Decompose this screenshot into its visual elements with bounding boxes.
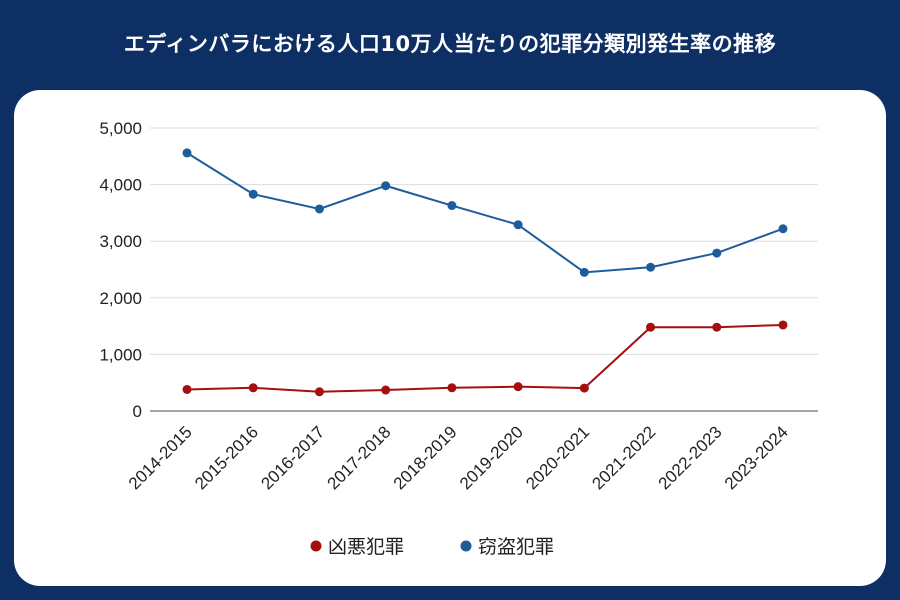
line-chart: 0 1,000 2,000 3,000 4,000 5,000 2014-20152015-…	[99, 119, 818, 558]
y-tick-label: 5,000	[99, 119, 142, 138]
data-point	[579, 383, 589, 393]
data-point	[182, 148, 192, 158]
x-tick-label: 2017-2018	[324, 422, 395, 493]
y-tick-label: 2,000	[99, 289, 142, 308]
data-point	[447, 383, 457, 393]
data-point	[778, 224, 788, 234]
data-point	[381, 181, 391, 191]
legend-label: 窃盗犯罪	[478, 536, 554, 558]
y-tick-label: 3,000	[99, 232, 142, 251]
y-tick-label: 1,000	[99, 345, 142, 364]
data-point	[182, 384, 192, 394]
data-point	[646, 322, 656, 332]
data-point	[381, 385, 391, 395]
data-point	[579, 267, 589, 277]
data-point	[513, 220, 523, 230]
chart-panel: 0 1,000 2,000 3,000 4,000 5,000 2014-2015 2015-…	[14, 90, 886, 586]
x-tick-label: 2023-2024	[721, 422, 792, 493]
x-tick-label: 2019-2020	[456, 422, 527, 493]
x-tick-label: 2022-2023	[655, 422, 726, 493]
data-point	[248, 189, 258, 199]
y-tick-label: 4,000	[99, 176, 142, 195]
data-point	[712, 322, 722, 332]
data-point	[447, 201, 457, 211]
legend-marker	[460, 540, 472, 552]
legend-marker	[310, 540, 322, 552]
data-point	[314, 204, 324, 214]
data-point	[314, 387, 324, 397]
x-tick-label: 2018-2019	[390, 422, 461, 493]
x-tick-label: 2021-2022	[588, 422, 659, 493]
x-tick-label: 2016-2017	[257, 422, 328, 493]
y-tick-label: 0	[133, 402, 142, 421]
data-point	[712, 248, 722, 258]
page-title: エディンバラにおける人口10万人当たりの犯罪分類別発生率の推移	[123, 32, 777, 56]
data-point	[248, 383, 258, 393]
series-line	[186, 323, 784, 393]
data-point	[646, 262, 656, 272]
series-line	[186, 152, 784, 274]
x-tick-label: 2014-2015	[125, 422, 196, 493]
x-tick-label: 2015-2016	[191, 422, 262, 493]
x-tick-label: 2020-2021	[522, 422, 593, 493]
legend-label: 凶悪犯罪	[328, 536, 404, 558]
data-point	[778, 320, 788, 330]
data-point	[513, 382, 523, 392]
